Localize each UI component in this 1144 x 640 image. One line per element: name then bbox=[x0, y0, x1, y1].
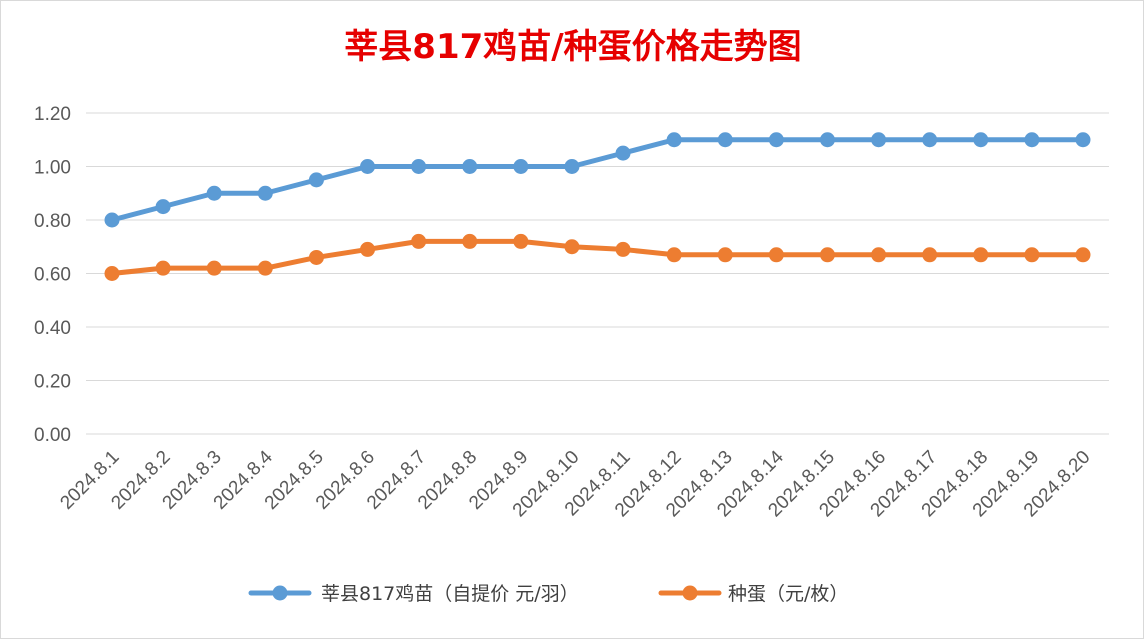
y-tick-label: 0.60 bbox=[34, 265, 71, 286]
y-tick-label: 1.00 bbox=[34, 158, 71, 179]
chart-title: 莘县817鸡苗/种蛋价格走势图 bbox=[344, 27, 802, 67]
data-point-s2 bbox=[104, 266, 120, 281]
data-point-s1 bbox=[564, 159, 580, 174]
data-point-s1 bbox=[257, 185, 273, 201]
data-point-s1 bbox=[717, 132, 733, 148]
legend-marker-1 bbox=[272, 585, 288, 601]
data-point-s2 bbox=[513, 233, 529, 249]
legend-marker-2 bbox=[682, 585, 698, 601]
y-tick-label: 0.80 bbox=[34, 211, 71, 232]
data-point-s2 bbox=[666, 247, 682, 263]
data-point-s1 bbox=[1075, 132, 1091, 148]
data-point-s1 bbox=[819, 132, 835, 148]
legend-label-1: 莘县817鸡苗（自提价 元/羽） bbox=[321, 583, 579, 605]
data-point-s2 bbox=[768, 247, 784, 263]
data-point-s1 bbox=[155, 199, 171, 215]
data-point-s2 bbox=[308, 249, 324, 265]
data-point-s2 bbox=[973, 247, 989, 263]
series-line-2 bbox=[109, 238, 1086, 276]
y-tick-label: 0.00 bbox=[34, 425, 71, 446]
data-point-s2 bbox=[206, 260, 222, 276]
data-point-s1 bbox=[1024, 132, 1040, 148]
data-point-s1 bbox=[922, 132, 938, 148]
data-point-s2 bbox=[871, 247, 887, 263]
data-point-s1 bbox=[206, 185, 222, 201]
data-point-s1 bbox=[666, 132, 682, 148]
data-point-s2 bbox=[360, 241, 376, 257]
data-point-s2 bbox=[411, 233, 427, 249]
data-point-s1 bbox=[411, 159, 427, 174]
data-point-s2 bbox=[1075, 247, 1091, 263]
data-point-s2 bbox=[922, 247, 938, 263]
data-point-s2 bbox=[819, 247, 835, 263]
series-line-1 bbox=[109, 137, 1086, 223]
legend-label-2: 种蛋（元/枚） bbox=[728, 583, 848, 605]
data-point-s2 bbox=[717, 247, 733, 263]
data-point-s1 bbox=[360, 159, 376, 174]
data-point-s1 bbox=[615, 145, 631, 161]
data-point-s1 bbox=[308, 172, 324, 188]
data-point-s2 bbox=[564, 239, 580, 255]
data-point-s2 bbox=[462, 233, 478, 249]
data-point-s2 bbox=[615, 241, 631, 257]
y-tick-label: 1.20 bbox=[34, 104, 71, 125]
data-point-s2 bbox=[257, 260, 273, 276]
data-point-s1 bbox=[871, 132, 887, 148]
data-point-s2 bbox=[1024, 247, 1040, 263]
data-point-s1 bbox=[973, 132, 989, 148]
data-point-s2 bbox=[155, 260, 171, 276]
data-point-s1 bbox=[104, 212, 120, 228]
y-tick-label: 0.20 bbox=[34, 372, 71, 393]
y-tick-label: 0.40 bbox=[34, 318, 71, 339]
data-point-s1 bbox=[462, 159, 478, 174]
data-point-s1 bbox=[768, 132, 784, 148]
data-point-s1 bbox=[513, 159, 529, 174]
